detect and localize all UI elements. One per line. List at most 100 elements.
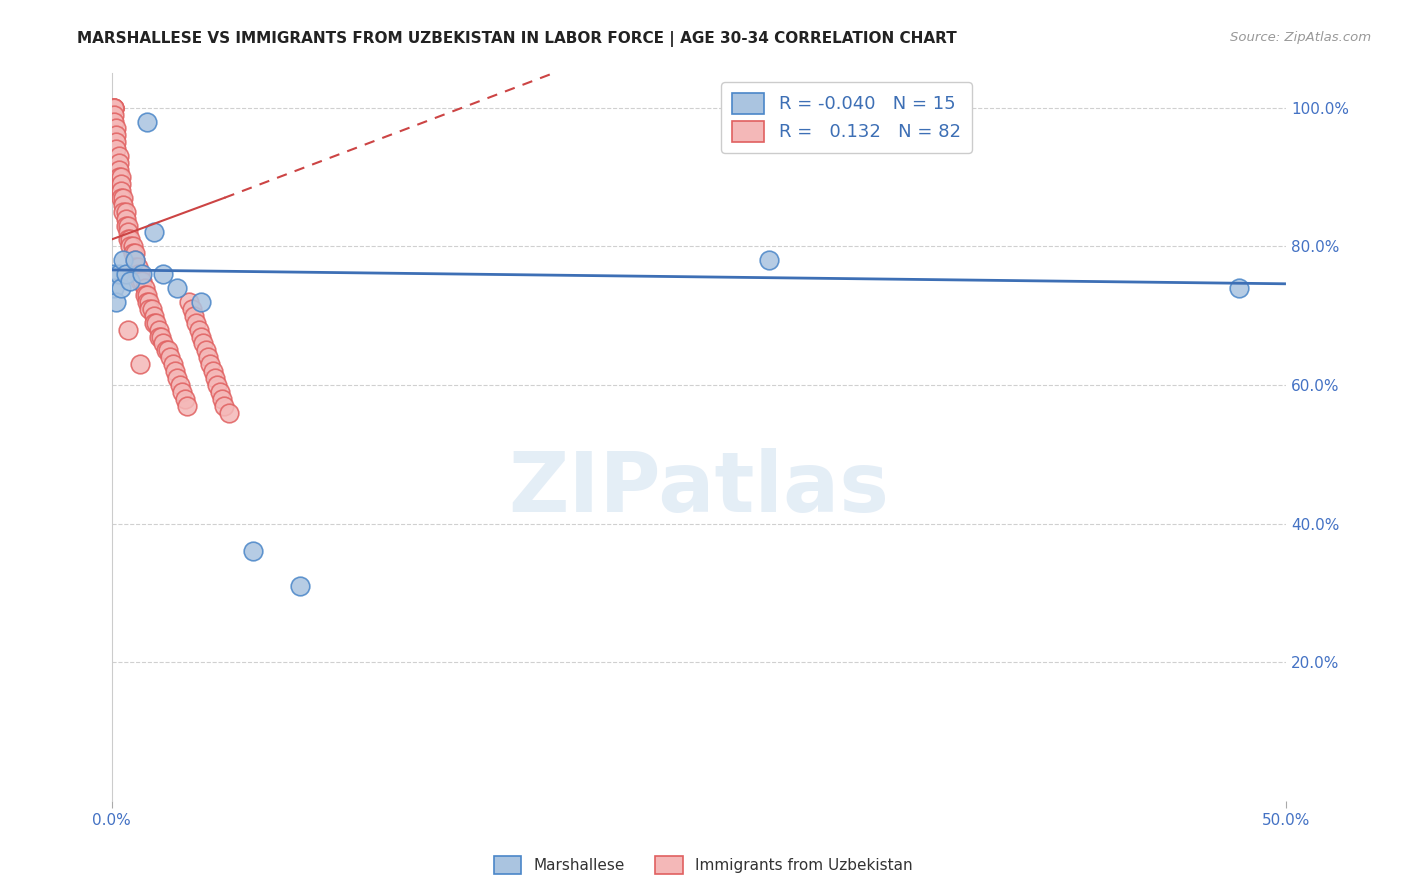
Point <box>208 384 231 399</box>
Point <box>288 579 311 593</box>
Point <box>107 156 129 170</box>
Point <box>201 364 224 378</box>
Point <box>157 343 180 358</box>
Point <box>134 281 156 295</box>
Point <box>138 301 160 316</box>
Point <box>128 267 150 281</box>
Point <box>105 136 128 150</box>
Point <box>193 336 215 351</box>
Point <box>214 399 236 413</box>
Point <box>112 198 135 212</box>
Point <box>103 281 125 295</box>
Point <box>141 301 163 316</box>
Point <box>127 260 149 275</box>
Point <box>124 246 146 260</box>
Point <box>152 267 174 281</box>
Point <box>107 149 129 163</box>
Point <box>166 281 188 295</box>
Point <box>148 322 170 336</box>
Point <box>179 294 201 309</box>
Point <box>110 184 132 198</box>
Legend: Marshallese, Immigrants from Uzbekistan: Marshallese, Immigrants from Uzbekistan <box>488 850 918 880</box>
Point <box>127 267 149 281</box>
Point <box>120 274 142 288</box>
Point <box>124 260 146 275</box>
Point <box>169 378 191 392</box>
Point <box>114 267 136 281</box>
Point <box>110 281 132 295</box>
Point <box>103 114 125 128</box>
Point <box>103 101 125 115</box>
Point <box>117 232 139 246</box>
Point <box>173 392 195 406</box>
Point <box>105 142 128 156</box>
Point <box>136 288 159 302</box>
Legend: R = -0.040   N = 15, R =   0.132   N = 82: R = -0.040 N = 15, R = 0.132 N = 82 <box>721 82 972 153</box>
Point <box>117 226 139 240</box>
Point <box>103 101 125 115</box>
Text: MARSHALLESE VS IMMIGRANTS FROM UZBEKISTAN IN LABOR FORCE | AGE 30-34 CORRELATION: MARSHALLESE VS IMMIGRANTS FROM UZBEKISTA… <box>77 31 957 47</box>
Point <box>194 343 217 358</box>
Point <box>114 219 136 233</box>
Point <box>124 253 146 268</box>
Point <box>165 364 187 378</box>
Point <box>183 309 205 323</box>
Text: Source: ZipAtlas.com: Source: ZipAtlas.com <box>1230 31 1371 45</box>
Point <box>112 253 135 268</box>
Point <box>143 226 166 240</box>
Point <box>117 219 139 233</box>
Point <box>211 392 233 406</box>
Point <box>124 253 146 268</box>
Point <box>110 169 132 184</box>
Point <box>148 329 170 343</box>
Point <box>128 274 150 288</box>
Point <box>145 316 167 330</box>
Point <box>120 232 142 246</box>
Point <box>150 329 173 343</box>
Point <box>186 316 208 330</box>
Point <box>218 406 240 420</box>
Point <box>114 204 136 219</box>
Point <box>207 378 229 392</box>
Point <box>107 267 129 281</box>
Point <box>197 351 219 365</box>
Point <box>143 316 166 330</box>
Point <box>758 253 780 268</box>
Point <box>136 114 159 128</box>
Point <box>131 274 153 288</box>
Point <box>121 239 143 253</box>
Point <box>204 371 226 385</box>
Text: ZIPatlas: ZIPatlas <box>509 448 890 529</box>
Point <box>159 351 181 365</box>
Point <box>110 191 132 205</box>
Point <box>1227 281 1250 295</box>
Point <box>105 121 128 136</box>
Point <box>190 294 212 309</box>
Point <box>112 191 135 205</box>
Point <box>134 288 156 302</box>
Point <box>128 357 150 371</box>
Point <box>152 336 174 351</box>
Point <box>103 107 125 121</box>
Point <box>176 399 198 413</box>
Point <box>103 101 125 115</box>
Point <box>121 246 143 260</box>
Point <box>200 357 222 371</box>
Point <box>120 239 142 253</box>
Point <box>103 101 125 115</box>
Point <box>107 163 129 178</box>
Point <box>242 544 264 558</box>
Point <box>107 169 129 184</box>
Point <box>138 294 160 309</box>
Point <box>114 211 136 226</box>
Point <box>110 177 132 191</box>
Point <box>112 204 135 219</box>
Point <box>172 384 194 399</box>
Point <box>155 343 177 358</box>
Point <box>187 322 209 336</box>
Point <box>136 294 159 309</box>
Point <box>131 267 153 281</box>
Point <box>180 301 202 316</box>
Point <box>162 357 184 371</box>
Point <box>105 294 128 309</box>
